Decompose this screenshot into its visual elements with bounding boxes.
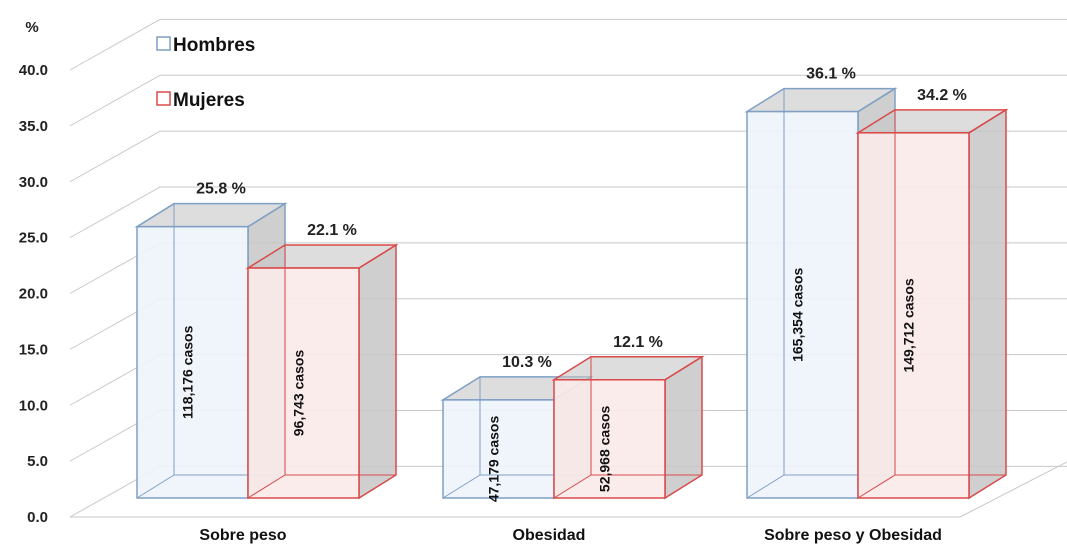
bar-front-face — [247, 267, 360, 499]
case-count-label: 47,179 casos — [486, 416, 502, 503]
y-tick-label: 40.0 — [19, 62, 48, 79]
bar-mujeres — [245, 243, 399, 500]
y-tick-label: 15.0 — [19, 341, 48, 358]
bars — [134, 87, 1009, 500]
case-count-label: 96,743 casos — [291, 350, 307, 437]
bar-side-face — [664, 355, 703, 500]
bar-mujeres — [551, 355, 705, 500]
bar-back-edge — [746, 474, 785, 499]
y-tick-label: 10.0 — [19, 397, 48, 414]
bar-front-face — [857, 132, 970, 499]
bar-back-edge — [857, 474, 896, 499]
case-count-label: 165,354 casos — [790, 267, 806, 361]
y-tick-label: 20.0 — [19, 286, 48, 303]
grid-line-diagonal — [69, 130, 161, 183]
value-label: 12.1 % — [613, 334, 663, 351]
floor-edge-right — [959, 461, 1067, 518]
value-label: 22.1 % — [307, 222, 357, 239]
legend-label-hombres: Hombres — [173, 35, 255, 56]
value-label: 34.2 % — [917, 87, 967, 104]
legend: Hombres Mujeres — [156, 35, 255, 111]
bar-front-face — [553, 379, 666, 499]
y-tick-label: 35.0 — [19, 118, 48, 135]
y-tick-label: 30.0 — [19, 174, 48, 191]
y-tick-label: 25.0 — [19, 230, 48, 247]
bar-labels: 25.8 % 118,176 casos 22.1 % 96,743 casos 10.… — [180, 66, 967, 503]
case-count-label: 149,712 casos — [901, 278, 917, 372]
value-label: 25.8 % — [196, 181, 246, 198]
value-label: 36.1 % — [806, 66, 856, 83]
grid-line-diagonal — [69, 74, 161, 127]
value-label: 10.3 % — [502, 354, 552, 371]
grid-line-diagonal — [69, 18, 161, 71]
category-label: Sobre peso — [199, 527, 286, 544]
case-count-label: 118,176 casos — [180, 325, 196, 419]
bar-back-edge — [247, 474, 286, 499]
bar-back-edge — [442, 474, 481, 499]
y-unit-label: % — [25, 19, 38, 36]
bar-front-face — [746, 110, 859, 499]
bar-side-face — [358, 243, 397, 500]
category-label: Obesidad — [513, 527, 586, 544]
category-label: Sobre peso y Obesidad — [764, 527, 942, 544]
grid-line-diagonal — [69, 186, 161, 239]
legend-swatch-hombres — [156, 36, 171, 51]
y-tick-label: 5.0 — [27, 453, 48, 470]
case-count-label: 52,968 casos — [597, 405, 613, 492]
legend-swatch-mujeres — [156, 91, 171, 106]
bar-back-edge — [136, 474, 175, 499]
legend-label-mujeres: Mujeres — [173, 90, 245, 111]
bar-mujeres — [855, 108, 1009, 500]
bar-front-face — [442, 399, 555, 499]
x-axis-labels: Sobre peso Obesidad Sobre peso y Obesidad — [199, 527, 941, 544]
bar-back-edge — [553, 474, 592, 499]
y-axis-ticks: 0.0 5.0 10.0 15.0 20.0 25.0 30.0 35.0 40.0 — [19, 62, 48, 526]
bar-side-face — [968, 108, 1007, 500]
y-tick-label: 0.0 — [27, 509, 48, 526]
